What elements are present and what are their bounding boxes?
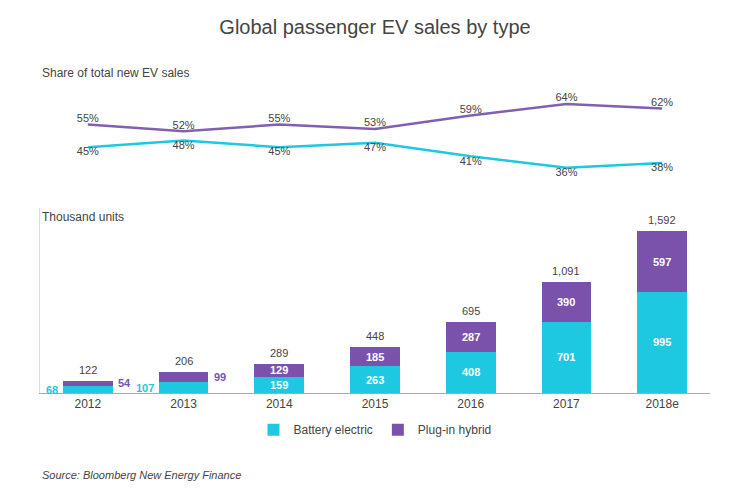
svg-text:408: 408 [462, 366, 480, 378]
svg-text:54: 54 [118, 377, 131, 389]
svg-text:38%: 38% [651, 161, 673, 173]
svg-text:47%: 47% [364, 141, 386, 153]
svg-text:2014: 2014 [266, 397, 293, 411]
svg-text:2018e: 2018e [645, 397, 679, 411]
svg-text:2015: 2015 [362, 397, 389, 411]
svg-text:129: 129 [270, 364, 288, 376]
svg-text:1,592: 1,592 [648, 214, 676, 226]
svg-text:59%: 59% [460, 103, 482, 115]
svg-text:Battery electric: Battery electric [294, 423, 373, 437]
svg-text:107: 107 [136, 382, 154, 394]
svg-text:287: 287 [462, 331, 480, 343]
svg-text:36%: 36% [555, 166, 577, 178]
svg-text:55%: 55% [268, 112, 290, 124]
svg-text:289: 289 [270, 347, 288, 359]
svg-text:45%: 45% [268, 145, 290, 157]
svg-text:62%: 62% [651, 96, 673, 108]
svg-text:Thousand units: Thousand units [42, 210, 124, 224]
svg-text:52%: 52% [173, 119, 195, 131]
svg-text:390: 390 [557, 296, 575, 308]
svg-text:68: 68 [46, 384, 58, 396]
svg-text:2017: 2017 [553, 397, 580, 411]
svg-text:Global passenger EV sales by t: Global passenger EV sales by type [219, 16, 530, 38]
svg-text:48%: 48% [173, 139, 195, 151]
svg-text:1,091: 1,091 [552, 265, 580, 277]
svg-text:45%: 45% [77, 145, 99, 157]
svg-text:41%: 41% [460, 155, 482, 167]
svg-text:53%: 53% [364, 116, 386, 128]
svg-text:695: 695 [462, 305, 480, 317]
svg-text:2012: 2012 [75, 397, 102, 411]
svg-text:Plug-in hybrid: Plug-in hybrid [418, 423, 491, 437]
svg-text:2013: 2013 [170, 397, 197, 411]
svg-text:159: 159 [270, 379, 288, 391]
svg-text:701: 701 [557, 351, 575, 363]
svg-text:99: 99 [214, 371, 226, 383]
svg-text:122: 122 [79, 364, 97, 376]
svg-text:64%: 64% [555, 91, 577, 103]
svg-text:Share of total new EV sales: Share of total new EV sales [42, 66, 189, 80]
svg-text:995: 995 [653, 336, 671, 348]
svg-text:263: 263 [366, 374, 384, 386]
svg-text:448: 448 [366, 330, 384, 342]
svg-text:2016: 2016 [457, 397, 484, 411]
svg-text:185: 185 [366, 351, 384, 363]
svg-text:597: 597 [653, 256, 671, 268]
svg-text:55%: 55% [77, 112, 99, 124]
svg-text:206: 206 [175, 355, 193, 367]
svg-text:Source: Bloomberg New Energy F: Source: Bloomberg New Energy Finance [42, 469, 241, 481]
